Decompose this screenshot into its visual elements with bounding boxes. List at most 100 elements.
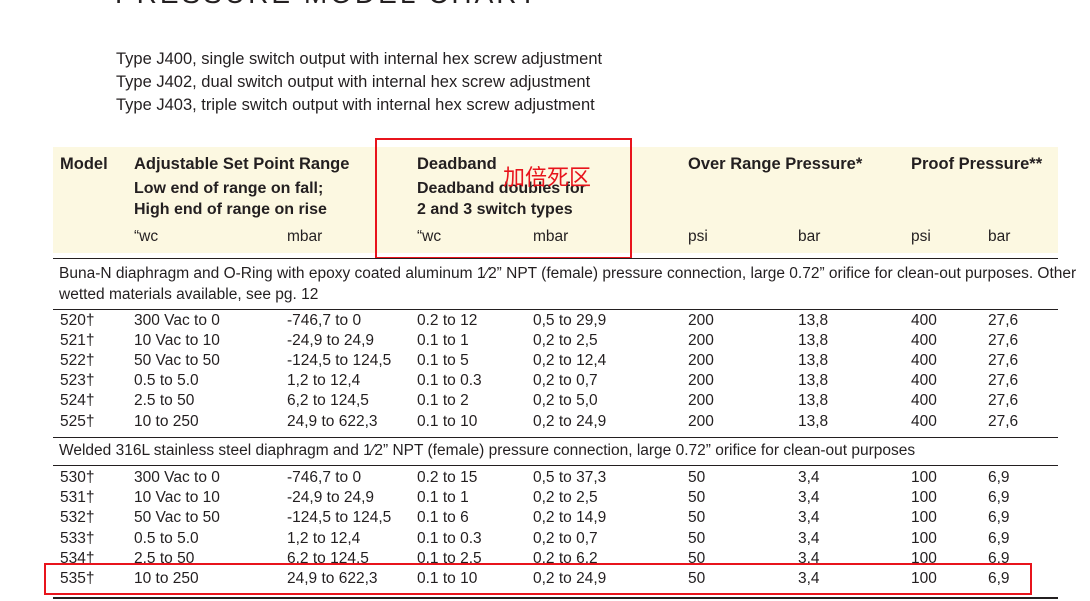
cell-setpoint-wc: 10 to 250 bbox=[134, 570, 199, 587]
rule bbox=[53, 437, 1058, 438]
cell-proof-psi: 400 bbox=[911, 392, 937, 410]
cell-setpoint-mbar: 24,9 to 622,3 bbox=[287, 412, 378, 430]
cell-deadband-mbar: 0,2 to 2,5 bbox=[533, 332, 598, 350]
type-line-j402: Type J402, dual switch output with inter… bbox=[116, 73, 591, 91]
cell-setpoint-wc: 300 Vac to 0 bbox=[134, 312, 220, 329]
cell-over-bar: 3,4 bbox=[798, 489, 820, 507]
cell-deadband-mbar: 0,5 to 29,9 bbox=[533, 312, 607, 329]
cell-proof-bar: 6,9 bbox=[988, 570, 1010, 587]
cell-model: 530† bbox=[60, 469, 95, 486]
cell-model: 521† bbox=[60, 332, 95, 350]
cell-proof-bar: 6,9 bbox=[988, 489, 1010, 507]
cell-deadband-wc: 0.1 to 10 bbox=[417, 412, 478, 430]
cell-setpoint-wc: 10 to 250 bbox=[134, 412, 199, 430]
rule bbox=[53, 309, 1058, 310]
cell-proof-psi: 100 bbox=[911, 489, 937, 507]
cell-proof-psi: 100 bbox=[911, 549, 937, 567]
cell-model: 531† bbox=[60, 489, 95, 507]
cell-deadband-wc: 0.2 to 12 bbox=[417, 312, 478, 329]
deadband-highlight-box bbox=[375, 138, 632, 259]
cell-deadband-mbar: 0,2 to 5,0 bbox=[533, 392, 598, 410]
unit-proof-bar: bar bbox=[988, 228, 1011, 245]
row-535-highlight-box bbox=[44, 563, 1032, 595]
cell-deadband-wc: 0.1 to 10 bbox=[417, 570, 478, 587]
cell-setpoint-wc: 2.5 to 50 bbox=[134, 549, 195, 567]
cell-model: 535† bbox=[60, 570, 95, 587]
cell-proof-psi: 100 bbox=[911, 529, 937, 547]
cell-over-bar: 13,8 bbox=[798, 372, 829, 390]
cell-over-bar: 3,4 bbox=[798, 529, 820, 547]
cell-deadband-mbar: 0,2 to 2,5 bbox=[533, 489, 598, 507]
type-line-j403: Type J403, triple switch output with int… bbox=[116, 96, 595, 114]
cell-setpoint-mbar: -124,5 to 124,5 bbox=[287, 509, 392, 527]
header-setpoint-sub1: Low end of range on fall; bbox=[134, 180, 324, 197]
cell-setpoint-wc: 10 Vac to 10 bbox=[134, 332, 220, 350]
cell-proof-bar: 27,6 bbox=[988, 352, 1019, 370]
cell-deadband-mbar: 0,2 to 0,7 bbox=[533, 372, 598, 390]
cell-deadband-wc: 0.1 to 1 bbox=[417, 489, 469, 507]
cell-deadband-mbar: 0,2 to 6,2 bbox=[533, 549, 598, 567]
cell-deadband-mbar: 0,2 to 24,9 bbox=[533, 570, 607, 587]
cell-model: 520† bbox=[60, 312, 95, 329]
annotation-text: 加倍死区 bbox=[503, 166, 592, 191]
cell-over-bar: 3,4 bbox=[798, 570, 820, 587]
cell-deadband-wc: 0.2 to 15 bbox=[417, 469, 478, 486]
cell-setpoint-mbar: 6,2 to 124,5 bbox=[287, 392, 369, 410]
cell-deadband-wc: 0.1 to 6 bbox=[417, 509, 469, 527]
unit-proof-psi: psi bbox=[911, 228, 931, 245]
cell-model: 534† bbox=[60, 549, 95, 567]
cell-model: 522† bbox=[60, 352, 95, 370]
section-2-description: Welded 316L stainless steel diaphragm an… bbox=[59, 442, 916, 459]
unit-over-psi: psi bbox=[688, 228, 708, 245]
cell-over-bar: 13,8 bbox=[798, 352, 829, 370]
unit-setpoint-wc: “wc bbox=[134, 228, 159, 245]
cell-model: 532† bbox=[60, 509, 95, 527]
cell-deadband-wc: 0.1 to 5 bbox=[417, 352, 469, 370]
cell-setpoint-wc: 0.5 to 5.0 bbox=[134, 529, 199, 547]
cell-proof-bar: 6,9 bbox=[988, 549, 1010, 567]
cell-setpoint-mbar: 6,2 to 124,5 bbox=[287, 549, 369, 567]
cell-setpoint-mbar: 1,2 to 12,4 bbox=[287, 372, 361, 390]
cell-deadband-mbar: 0,2 to 0,7 bbox=[533, 529, 598, 547]
cell-deadband-wc: 0.1 to 1 bbox=[417, 332, 469, 350]
cell-proof-bar: 27,6 bbox=[988, 332, 1019, 350]
type-line-j400: Type J400, single switch output with int… bbox=[116, 50, 603, 68]
section-1-description-line2: wetted materials available, see pg. 12 bbox=[59, 286, 319, 303]
cell-proof-bar: 27,6 bbox=[988, 312, 1019, 329]
cell-over-psi: 200 bbox=[688, 392, 714, 410]
cell-proof-bar: 6,9 bbox=[988, 469, 1010, 486]
cell-over-psi: 200 bbox=[688, 332, 714, 350]
cell-setpoint-mbar: -24,9 to 24,9 bbox=[287, 332, 375, 350]
cell-deadband-wc: 0.1 to 0.3 bbox=[417, 529, 482, 547]
cell-setpoint-mbar: -746,7 to 0 bbox=[287, 312, 362, 329]
cell-model: 533† bbox=[60, 529, 95, 547]
unit-deadband-mbar: mbar bbox=[533, 228, 569, 245]
page-title: PRESSURE MODEL CHART bbox=[115, 0, 539, 10]
cell-proof-bar: 6,9 bbox=[988, 509, 1010, 527]
cell-over-psi: 50 bbox=[688, 570, 706, 587]
cell-proof-psi: 400 bbox=[911, 312, 937, 329]
header-over-range: Over Range Pressure* bbox=[688, 155, 863, 173]
cell-over-psi: 50 bbox=[688, 469, 706, 486]
cell-proof-psi: 400 bbox=[911, 332, 937, 350]
cell-deadband-mbar: 0,5 to 37,3 bbox=[533, 469, 607, 486]
header-setpoint-sub2: High end of range on rise bbox=[134, 201, 327, 218]
cell-proof-bar: 27,6 bbox=[988, 372, 1019, 390]
cell-setpoint-wc: 10 Vac to 10 bbox=[134, 489, 220, 507]
cell-proof-psi: 100 bbox=[911, 469, 937, 486]
cell-over-psi: 200 bbox=[688, 312, 714, 329]
cell-model: 525† bbox=[60, 412, 95, 430]
cell-over-bar: 3,4 bbox=[798, 549, 820, 567]
cell-setpoint-mbar: -124,5 to 124,5 bbox=[287, 352, 392, 370]
header-setpoint: Adjustable Set Point Range bbox=[134, 155, 350, 173]
header-model: Model bbox=[60, 155, 108, 173]
header-deadband: Deadband bbox=[417, 155, 497, 173]
cell-deadband-wc: 0.1 to 2.5 bbox=[417, 549, 482, 567]
cell-over-bar: 13,8 bbox=[798, 392, 829, 410]
cell-over-psi: 200 bbox=[688, 412, 714, 430]
cell-proof-psi: 400 bbox=[911, 412, 937, 430]
cell-deadband-mbar: 0,2 to 24,9 bbox=[533, 412, 607, 430]
cell-setpoint-wc: 2.5 to 50 bbox=[134, 392, 195, 410]
header-deadband-sub2: 2 and 3 switch types bbox=[417, 201, 573, 218]
cell-deadband-wc: 0.1 to 0.3 bbox=[417, 372, 482, 390]
